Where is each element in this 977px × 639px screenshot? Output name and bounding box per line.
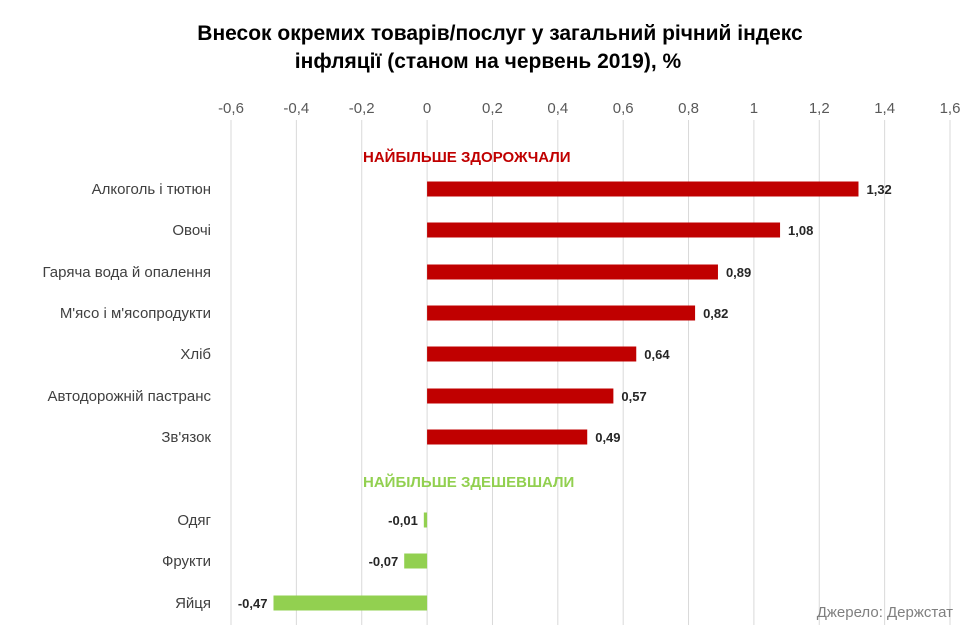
chart-title-line-2: інфляції (станом на червень 2019), % xyxy=(295,50,682,73)
x-tick-label: 0 xyxy=(423,100,431,117)
data-label: 0,89 xyxy=(726,265,751,280)
data-label: 0,49 xyxy=(595,430,620,445)
x-tick-label: -0,6 xyxy=(218,100,244,117)
bar xyxy=(423,512,428,528)
category-label: Автодорожній пастранс xyxy=(48,388,212,405)
bar xyxy=(427,181,859,197)
data-label: -0,01 xyxy=(388,513,418,528)
x-tick-label: 1,6 xyxy=(940,100,961,117)
x-tick-label: -0,2 xyxy=(349,100,375,117)
source-note: Джерело: Держстат xyxy=(817,604,953,621)
category-label: Алкоголь і тютюн xyxy=(92,181,211,198)
x-tick-label: 1 xyxy=(750,100,758,117)
x-tick-label: 1,4 xyxy=(874,100,895,117)
category-label: Овочі xyxy=(172,222,211,239)
data-label: 0,82 xyxy=(703,306,728,321)
data-label: 0,57 xyxy=(621,389,646,404)
data-label: -0,47 xyxy=(238,596,268,611)
x-tick-label: 0,6 xyxy=(613,100,634,117)
section-label: НАЙБІЛЬШЕ ЗДОРОЖЧАЛИ xyxy=(363,148,571,166)
chart-title-line-1: Внесок окремих товарів/послуг у загальни… xyxy=(197,22,803,45)
data-label: -0,07 xyxy=(369,554,399,569)
category-label: Зв'язок xyxy=(161,429,211,446)
data-label: 0,64 xyxy=(644,347,670,362)
category-label: М'ясо і м'ясопродукти xyxy=(60,305,211,322)
bar xyxy=(427,388,614,404)
bar xyxy=(273,595,428,611)
bar xyxy=(427,305,696,321)
bar xyxy=(427,429,588,445)
category-label: Хліб xyxy=(180,346,211,363)
category-label: Фрукти xyxy=(162,553,211,570)
bar xyxy=(427,222,781,238)
x-tick-label: 0,4 xyxy=(547,100,568,117)
category-label: Гаряча вода й опалення xyxy=(43,264,211,281)
data-label: 1,08 xyxy=(788,223,813,238)
category-label: Яйця xyxy=(175,595,211,612)
bar xyxy=(427,346,637,362)
bar xyxy=(404,553,428,569)
x-tick-label: 0,2 xyxy=(482,100,503,117)
data-label: 1,32 xyxy=(866,182,891,197)
x-tick-label: -0,4 xyxy=(283,100,309,117)
x-tick-label: 0,8 xyxy=(678,100,699,117)
bar xyxy=(427,264,718,280)
section-label: НАЙБІЛЬШЕ ЗДЕШЕВШАЛИ xyxy=(363,473,574,491)
category-label: Одяг xyxy=(177,512,211,529)
x-tick-label: 1,2 xyxy=(809,100,830,117)
